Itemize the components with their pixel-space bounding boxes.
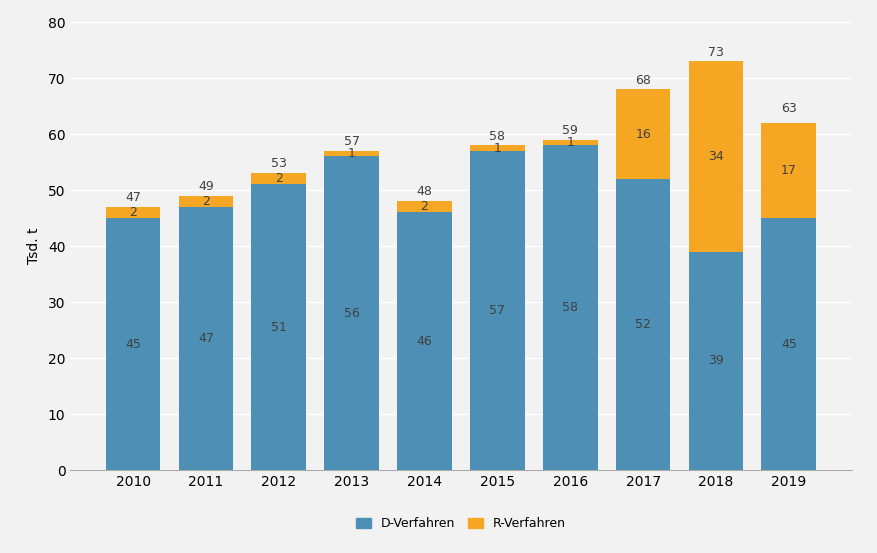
Text: 52: 52	[634, 318, 650, 331]
Bar	[251, 173, 306, 185]
Text: 57: 57	[343, 135, 360, 148]
Bar	[178, 207, 233, 470]
Text: 1: 1	[347, 147, 355, 160]
Text: 39: 39	[707, 354, 723, 367]
Text: 53: 53	[271, 158, 287, 170]
Text: 45: 45	[125, 337, 141, 351]
Text: 17: 17	[780, 164, 795, 177]
Text: 73: 73	[707, 45, 723, 59]
Text: 2: 2	[420, 200, 428, 213]
Text: 51: 51	[271, 321, 287, 334]
Text: 59: 59	[561, 124, 578, 137]
Text: 57: 57	[488, 304, 505, 317]
Text: 2: 2	[129, 206, 137, 219]
Text: 1: 1	[566, 136, 574, 149]
Text: 49: 49	[198, 180, 214, 193]
Text: 2: 2	[275, 173, 282, 185]
Text: 1: 1	[493, 142, 501, 155]
Bar	[615, 89, 670, 179]
Bar	[105, 218, 160, 470]
Text: 16: 16	[634, 128, 650, 140]
Text: 47: 47	[125, 191, 141, 204]
Bar	[760, 123, 816, 218]
Text: 2: 2	[202, 195, 210, 208]
Bar	[542, 140, 597, 145]
Bar	[396, 201, 452, 212]
Text: 46: 46	[417, 335, 431, 348]
Text: 56: 56	[343, 307, 360, 320]
Bar	[469, 145, 524, 151]
Y-axis label: Tsd. t: Tsd. t	[27, 228, 40, 264]
Bar	[469, 151, 524, 470]
Bar	[615, 179, 670, 470]
Text: 68: 68	[634, 74, 650, 86]
Text: 63: 63	[780, 102, 795, 114]
Bar	[251, 185, 306, 470]
Text: 58: 58	[561, 301, 578, 314]
Bar	[760, 218, 816, 470]
Text: 58: 58	[488, 129, 505, 143]
Text: 34: 34	[707, 150, 723, 163]
Bar	[105, 207, 160, 218]
Legend: D-Verfahren, R-Verfahren: D-Verfahren, R-Verfahren	[351, 513, 570, 535]
Bar	[542, 145, 597, 470]
Bar	[396, 212, 452, 470]
Bar	[688, 252, 743, 470]
Bar	[324, 156, 379, 470]
Bar	[688, 61, 743, 252]
Text: 48: 48	[416, 185, 432, 199]
Text: 45: 45	[780, 337, 795, 351]
Bar	[178, 196, 233, 207]
Text: 47: 47	[198, 332, 214, 345]
Bar	[324, 151, 379, 156]
